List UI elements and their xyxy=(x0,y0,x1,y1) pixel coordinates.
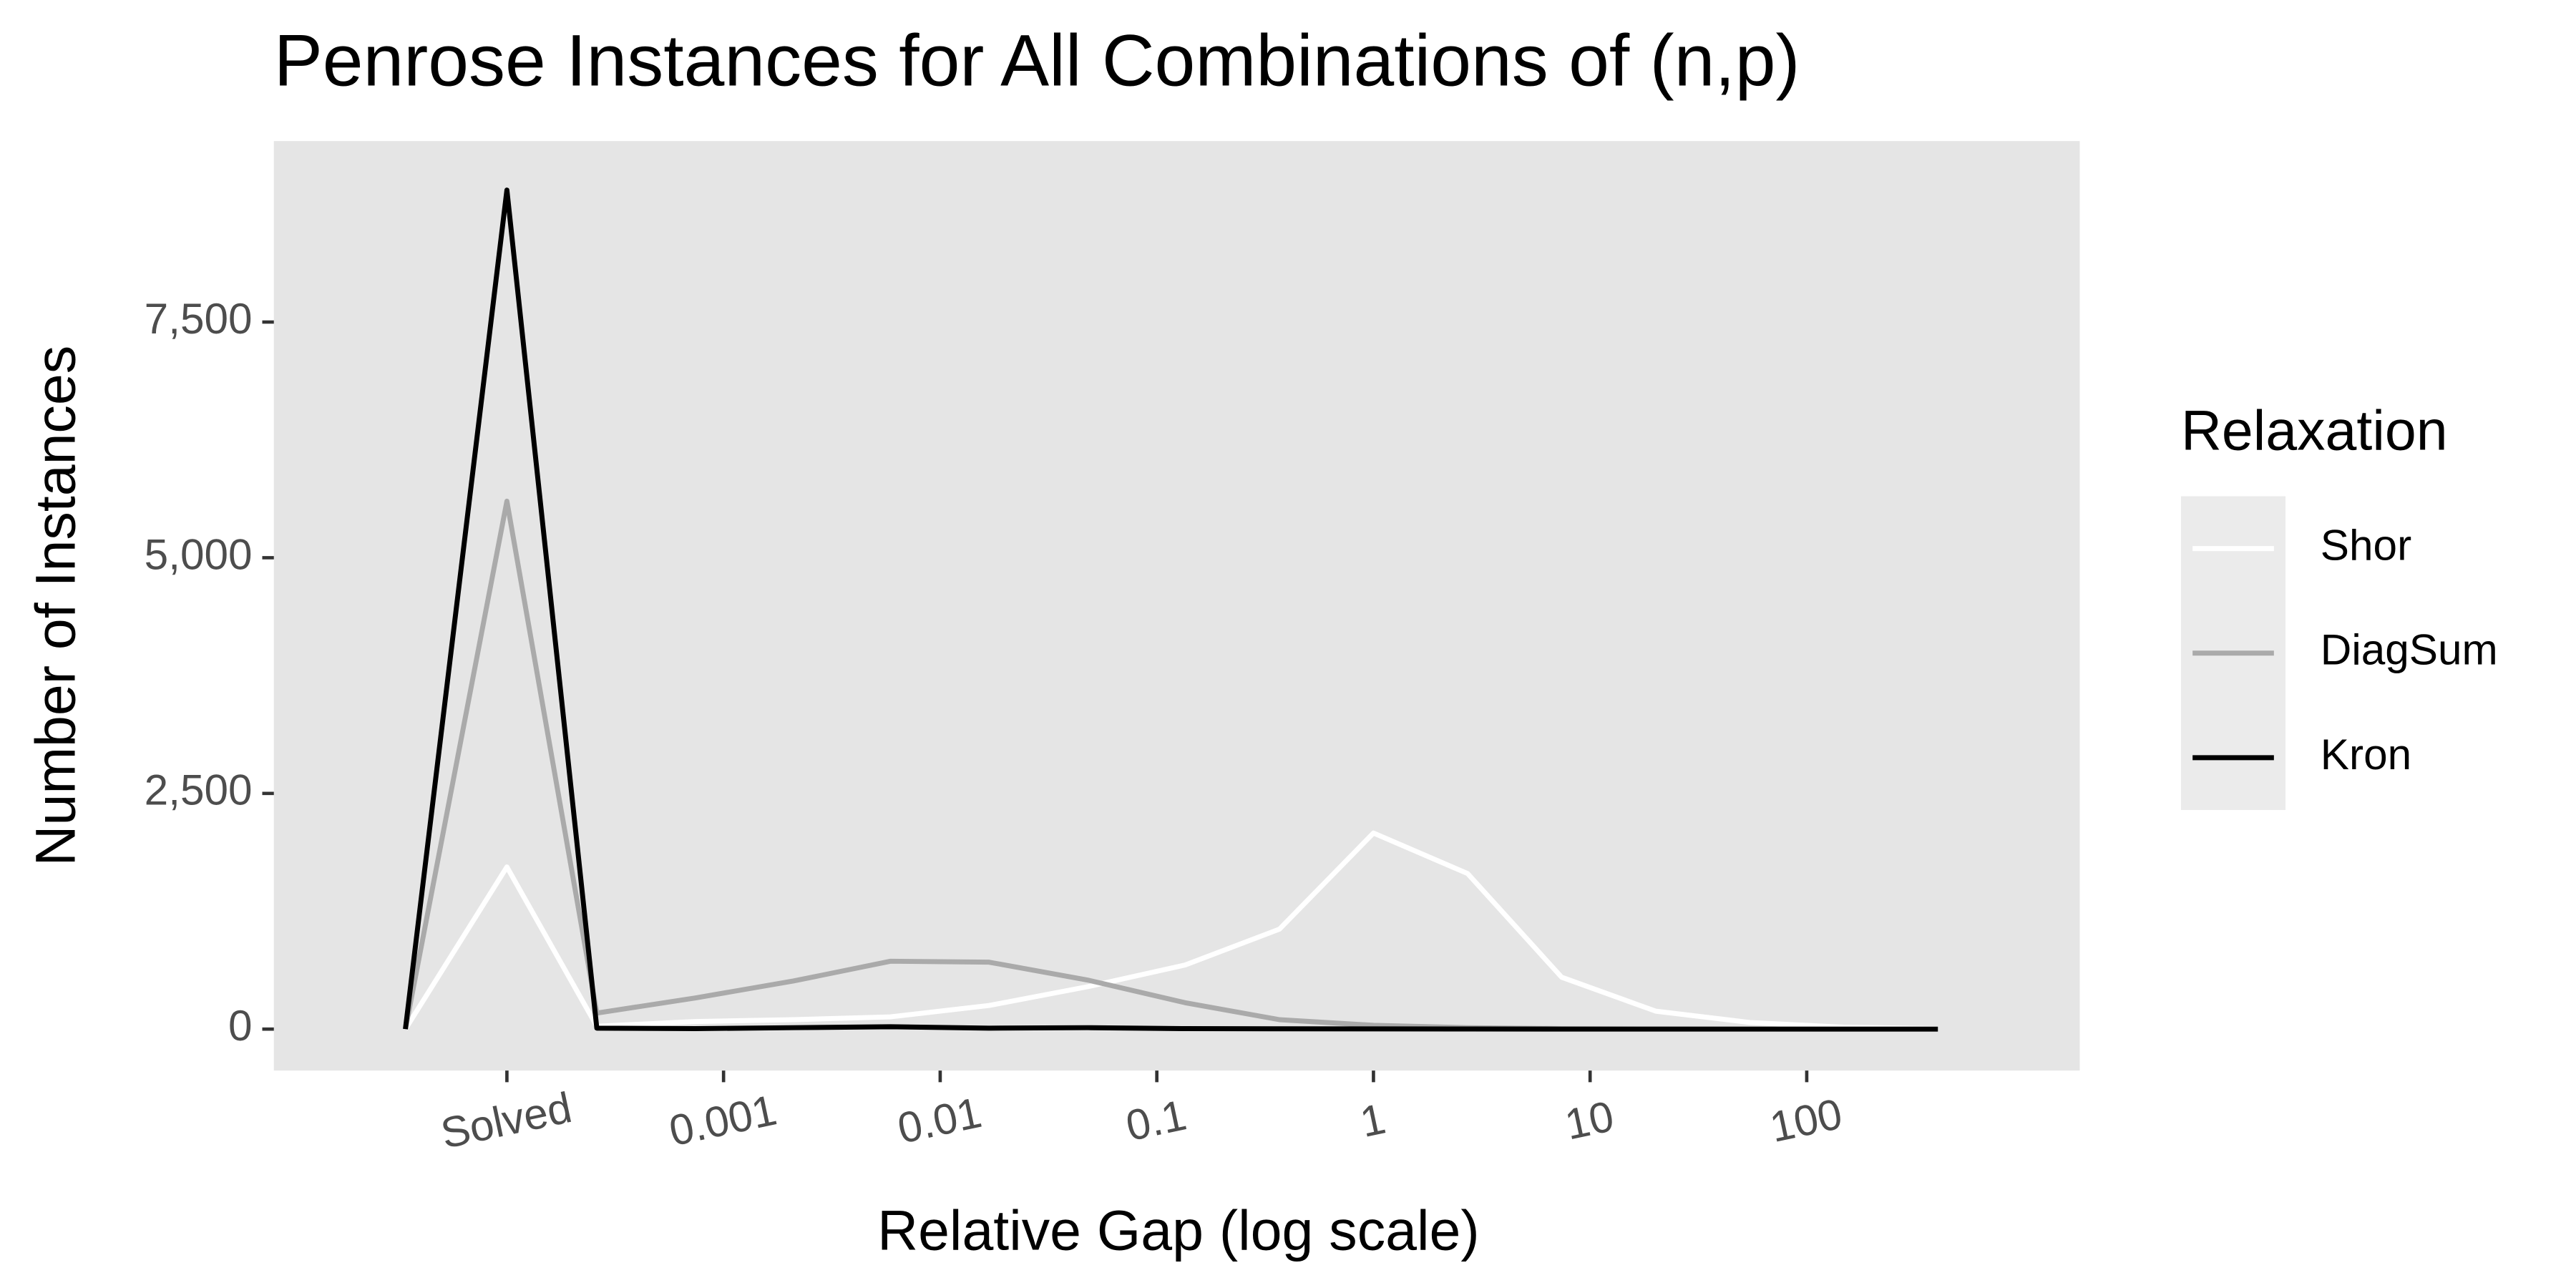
legend-label: Kron xyxy=(2321,730,2411,779)
x-tick-label: 1 xyxy=(1356,1094,1390,1146)
x-tick-label: 0.001 xyxy=(665,1085,781,1155)
x-tick-label: 0.1 xyxy=(1122,1090,1191,1150)
y-tick-label: 7,500 xyxy=(145,294,253,343)
chart-title: Penrose Instances for All Combinations o… xyxy=(274,20,1800,102)
y-tick-label: 5,000 xyxy=(145,530,253,578)
legend-label: DiagSum xyxy=(2321,625,2498,674)
y-tick-label: 0 xyxy=(228,1001,253,1050)
series-line xyxy=(403,830,1938,1031)
x-tick-label: 10 xyxy=(1561,1091,1618,1148)
y-tick-label: 2,500 xyxy=(145,766,253,814)
plot-panel xyxy=(273,141,2080,1071)
legend-title: Relaxation xyxy=(2181,399,2448,462)
y-axis-label: Number of Instances xyxy=(24,346,87,867)
x-axis-label: Relative Gap (log scale) xyxy=(877,1199,1480,1262)
x-tick-label: 0.01 xyxy=(893,1088,985,1153)
x-tick-label: Solved xyxy=(436,1083,575,1158)
x-tick-label: 100 xyxy=(1766,1089,1847,1151)
legend-label: Shor xyxy=(2321,521,2411,570)
series-line xyxy=(403,187,1938,1032)
